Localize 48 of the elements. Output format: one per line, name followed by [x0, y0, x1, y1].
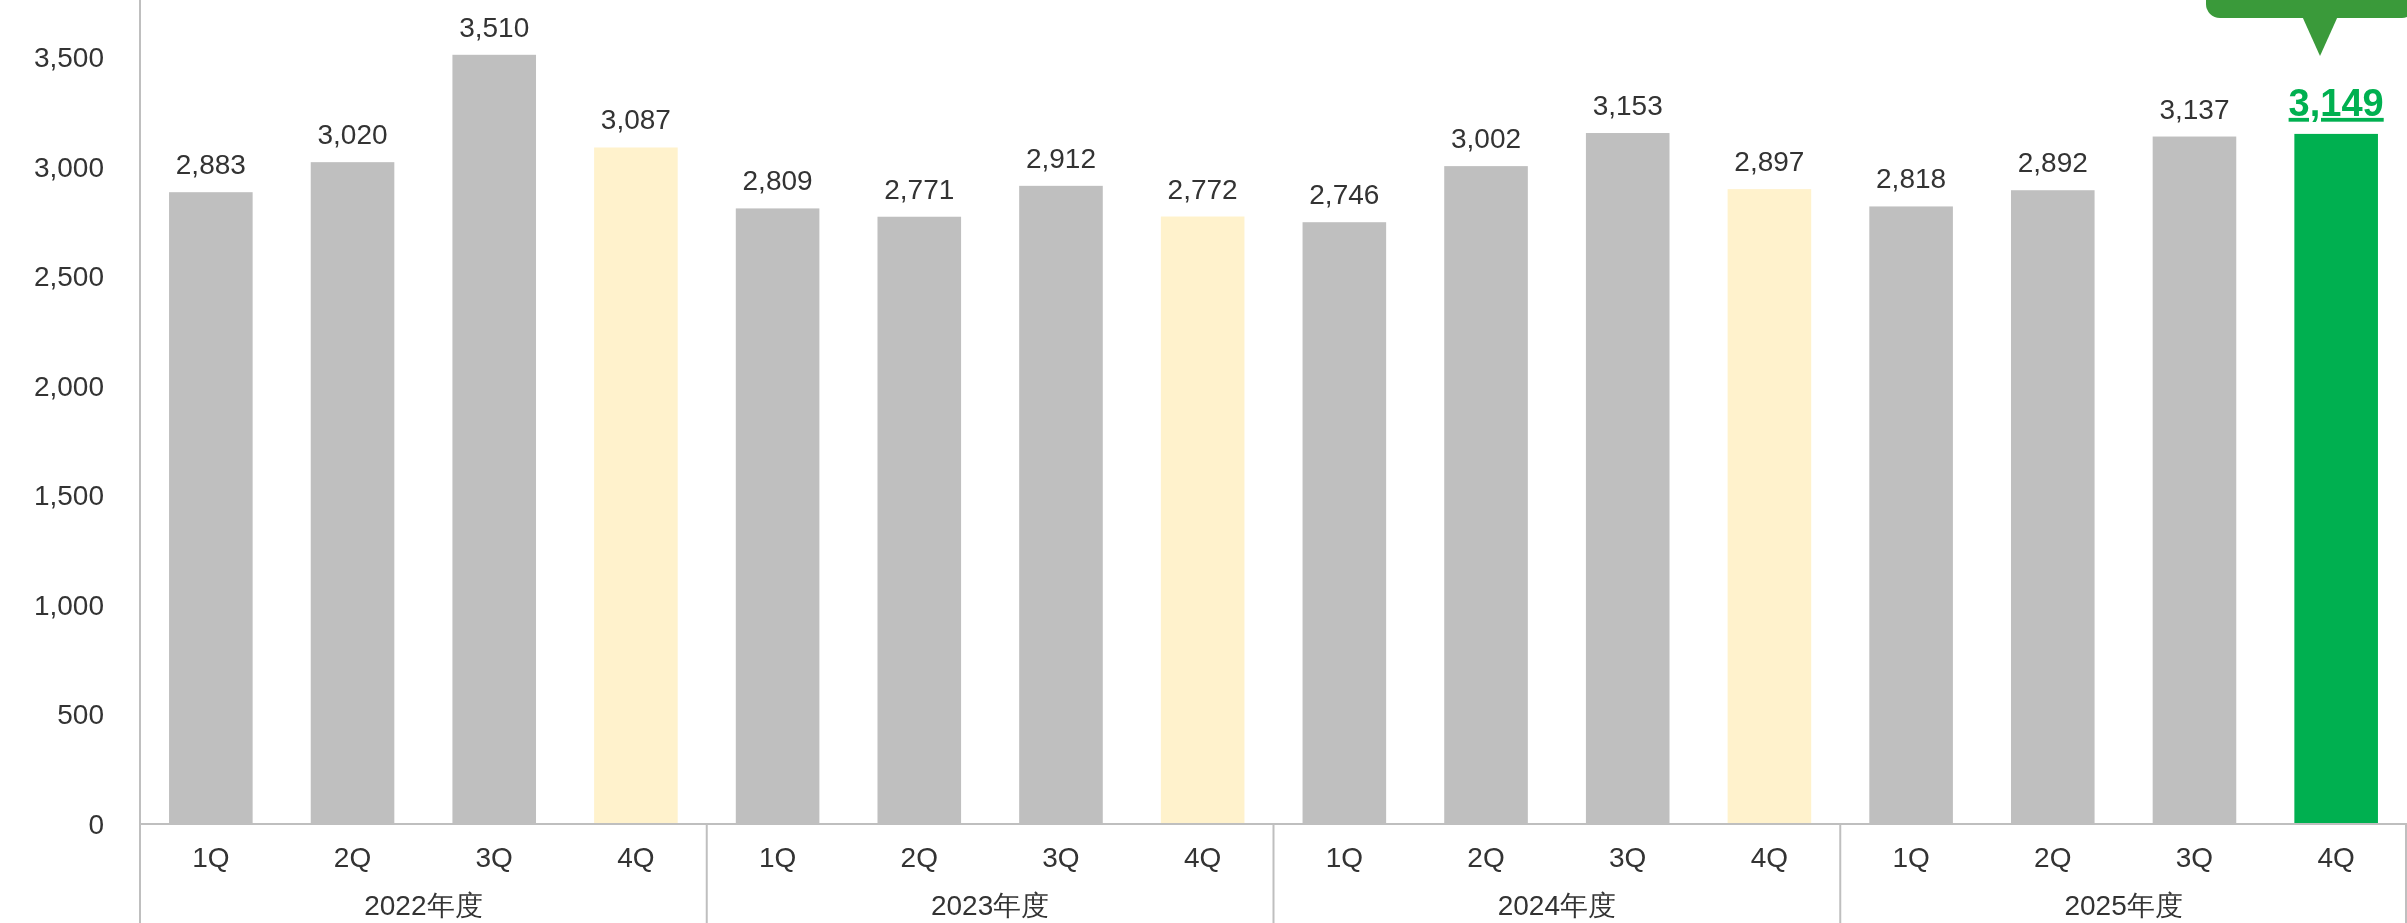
- text: 2025年度: [2064, 890, 2183, 921]
- x-tick-label: 2Q: [2034, 842, 2072, 873]
- data-label: 2,771: [884, 173, 955, 205]
- data-label: 3,020: [317, 119, 388, 151]
- y-tick-label: 2,500: [33, 261, 104, 293]
- bar: [1160, 216, 1245, 824]
- y-tick-label: 1,000: [33, 589, 104, 621]
- x-tick-label: 2Q: [900, 842, 938, 873]
- x-tick-label: 4Q: [1183, 842, 1222, 873]
- data-label: 2,883: [175, 149, 246, 181]
- data-label: 2,809: [742, 165, 813, 197]
- y-tick-label: 2,000: [33, 370, 104, 402]
- data-label: 3,002: [1450, 123, 1522, 155]
- x-tick-label: 2Q: [1467, 842, 1505, 873]
- data-label: 2,912: [1025, 142, 1097, 174]
- data-label: 2,892: [2017, 147, 2088, 179]
- y-tick-label: 1,500: [33, 480, 104, 512]
- data-label: 2,897: [1734, 146, 1805, 178]
- x-tick-label: 3Q: [475, 842, 513, 873]
- data-label: 2,746: [1309, 179, 1380, 211]
- data-label: 2,818: [1876, 163, 1947, 195]
- y-tick-label: 500: [57, 699, 104, 731]
- y-tick-label: 3,000: [33, 151, 104, 183]
- text: 2022年度: [364, 890, 483, 921]
- x-tick-label: 1Q: [192, 842, 230, 873]
- data-label: 3,510: [459, 11, 530, 43]
- data-label: 2,772: [1167, 173, 1238, 205]
- text: 2023年度: [930, 890, 1050, 921]
- x-tick-label: 3Q: [2175, 842, 2214, 873]
- y-tick-label: 0: [88, 809, 104, 840]
- x-tick-label: 2Q: [333, 842, 372, 873]
- x-tick-label: 1Q: [758, 842, 797, 873]
- x-tick-label: 4Q: [1750, 842, 1789, 873]
- x-tick-label: 3Q: [1042, 842, 1080, 873]
- x-tick-label: 4Q: [2317, 842, 2355, 873]
- data-label: 3,137: [2159, 93, 2230, 125]
- bar: [1727, 189, 1812, 824]
- bar: [2294, 133, 2378, 824]
- x-tick-label: 1Q: [1892, 842, 1930, 873]
- x-tick-label: 3Q: [1609, 842, 1647, 873]
- data-label: 3,153: [1592, 90, 1663, 122]
- data-label: 3,087: [600, 104, 671, 136]
- y-tick-label: 3,500: [33, 41, 104, 73]
- x-tick-label: 1Q: [1325, 842, 1364, 873]
- bar: [594, 147, 678, 824]
- data-label: 3,149: [2288, 81, 2384, 124]
- text: 2024年度: [1497, 890, 1617, 921]
- x-tick-label: 4Q: [617, 842, 655, 873]
